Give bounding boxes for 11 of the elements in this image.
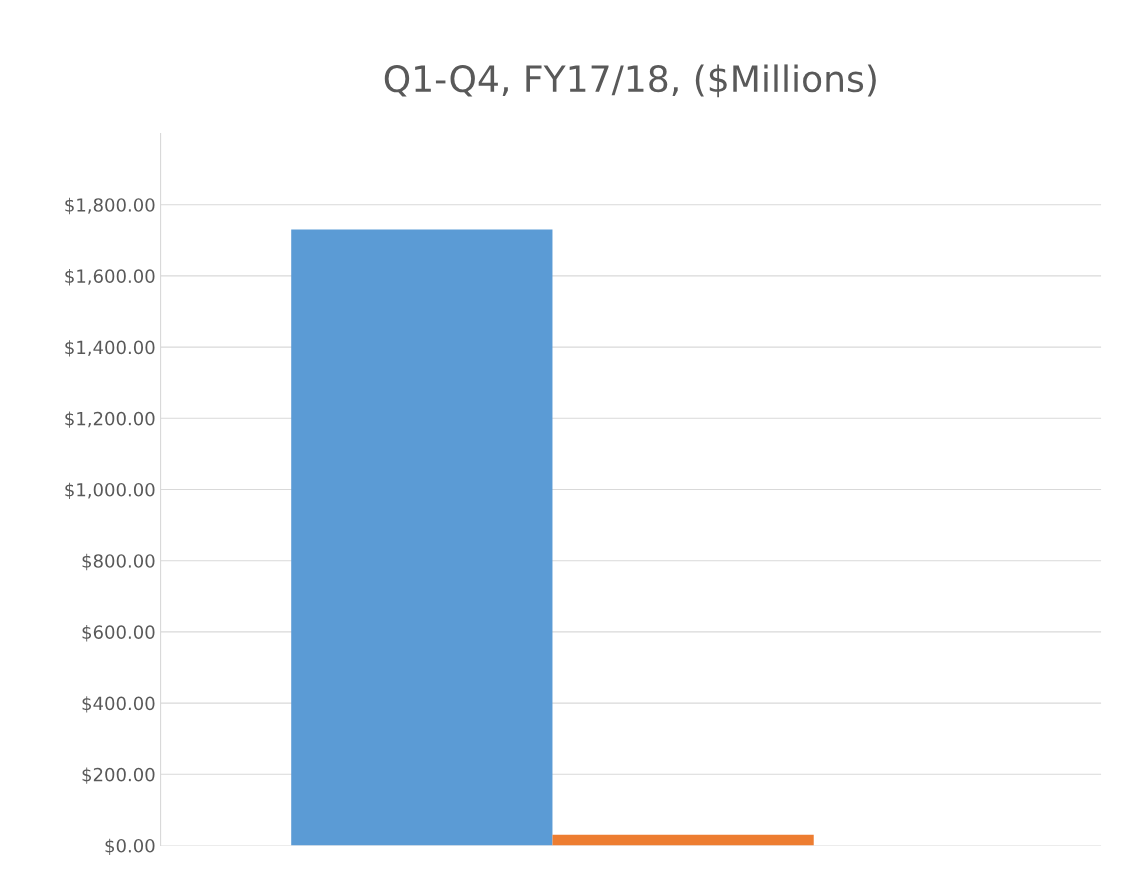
y-tick-label: $200.00: [82, 767, 155, 784]
y-tick-label: $1,600.00: [65, 269, 155, 286]
y-tick-label: $0.00: [105, 838, 155, 856]
chart-title: Q1-Q4, FY17/18, ($Millions): [384, 64, 876, 98]
y-tick-label: $600.00: [82, 625, 155, 642]
y-tick-label: $1,000.00: [65, 482, 155, 500]
y-tick-label: $800.00: [82, 553, 155, 571]
y-tick-label: $1,800.00: [65, 197, 155, 215]
y-tick-label: $1,200.00: [65, 411, 155, 428]
y-tick-label: $1,400.00: [65, 340, 155, 357]
y-tick-label: $400.00: [82, 696, 155, 713]
